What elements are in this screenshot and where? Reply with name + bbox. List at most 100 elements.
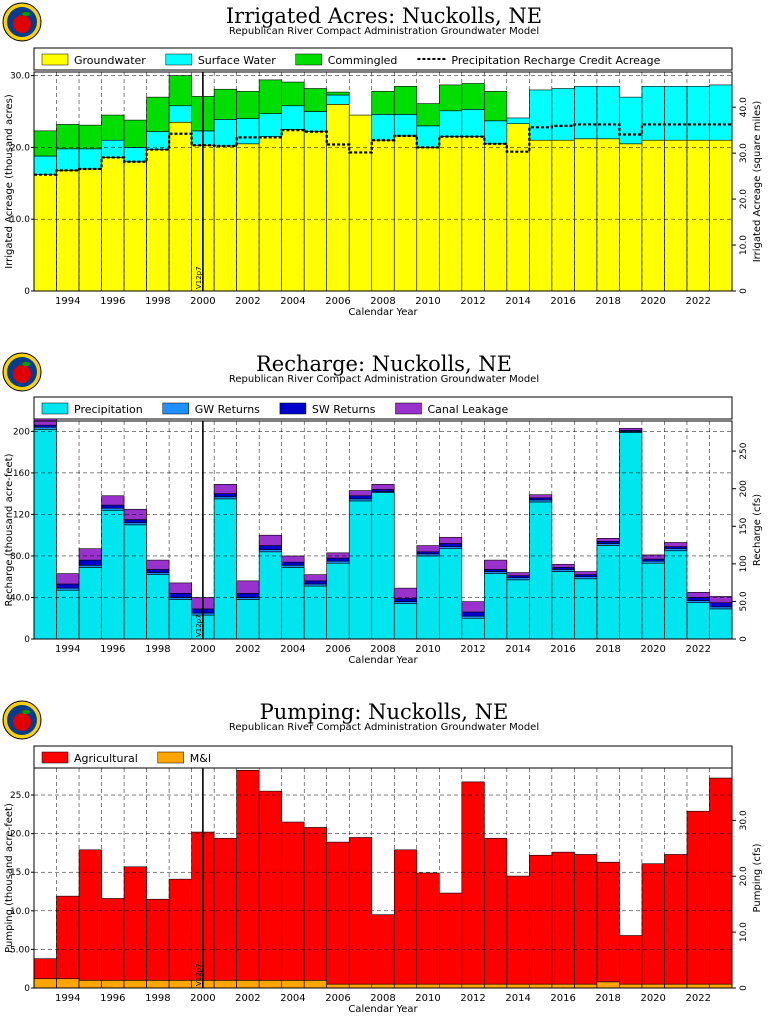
bar-segment	[56, 587, 80, 591]
bar-segment	[303, 574, 328, 582]
y-axis-label: Irrigated Acreage (thousand acres)	[4, 94, 15, 269]
model-version-label: V12p7	[195, 266, 203, 289]
bar-segment	[56, 148, 80, 171]
x-tick-label: 2006	[325, 644, 350, 655]
legend-label: Groundwater	[74, 54, 146, 67]
legend-label: Canal Leakage	[428, 403, 509, 416]
legend-swatch	[41, 751, 69, 764]
bar-segment	[371, 114, 395, 141]
bar-segment	[596, 86, 620, 140]
bar-segment	[461, 83, 485, 110]
legend-box	[33, 396, 733, 420]
bar-segment	[484, 569, 508, 572]
y2-tick-label: 30.0	[739, 810, 749, 830]
bar-segment	[326, 91, 350, 96]
legend-label: Surface Water	[198, 54, 276, 67]
bar-segment	[213, 119, 237, 147]
bar-segment	[619, 432, 643, 640]
x-tick-label: 2010	[415, 644, 440, 655]
bar-segment	[371, 91, 395, 115]
bar-segment	[686, 810, 710, 985]
bar-segment	[641, 983, 665, 989]
y2-tick-label: 0	[739, 636, 749, 642]
bar-segment	[326, 841, 350, 985]
bar-segment	[281, 555, 305, 563]
y-tick-label: 5.00	[10, 945, 30, 955]
bar-segment	[371, 139, 395, 292]
bar-segment	[101, 495, 125, 506]
y-tick-label: 10.0	[10, 907, 30, 917]
bar-segment	[78, 849, 102, 981]
bar-segment	[461, 983, 485, 989]
bar-segment	[551, 571, 575, 640]
bar-segment	[641, 560, 665, 564]
bar-segment	[484, 143, 508, 292]
bar-segment	[664, 983, 688, 989]
bar-segment	[438, 84, 463, 112]
y-tick-label: 10.0	[10, 215, 30, 225]
bar-segment	[506, 123, 530, 292]
legend-swatch	[295, 53, 322, 66]
bar-segment	[596, 538, 620, 542]
y2-tick-label: 250	[739, 442, 749, 459]
bar-segment	[686, 597, 710, 601]
bar-segment	[348, 983, 373, 989]
bar-segment	[461, 611, 485, 617]
bar-segment	[78, 567, 102, 640]
model-version-label: V12p7	[195, 614, 203, 637]
x-tick-label: 1996	[100, 644, 125, 655]
bar-segment	[574, 576, 598, 580]
legend-swatch	[279, 402, 307, 415]
bar-segment	[393, 601, 418, 605]
legend-box	[33, 47, 733, 71]
bar-segment	[664, 139, 688, 292]
bar-segment	[213, 88, 237, 120]
x-tick-label: 2002	[235, 296, 260, 307]
bar-segment	[168, 599, 192, 640]
bar-segment	[484, 120, 508, 145]
bar-segment	[56, 573, 80, 585]
y2-axis-label: Pumping (cfs)	[752, 843, 763, 912]
x-tick-label: 2008	[370, 296, 395, 307]
bar-segment	[551, 567, 575, 570]
y-tick-label: 80.0	[10, 552, 30, 562]
chart-title: Pumping: Nuckolls, NE	[259, 700, 509, 724]
bar-segment	[258, 979, 282, 989]
bar-segment	[213, 498, 237, 640]
bar-segment	[326, 104, 350, 292]
y-tick-label: 120	[13, 510, 30, 520]
y-tick-label: 30.0	[10, 72, 30, 82]
bar-segment	[393, 983, 418, 989]
bar-segment	[236, 580, 260, 594]
x-tick-label: 2018	[595, 993, 620, 1004]
bar-segment	[461, 615, 485, 619]
bar-segment	[484, 573, 508, 640]
bar-segment	[506, 875, 530, 985]
y2-tick-label: 10.0	[739, 235, 749, 255]
bar-segment	[281, 821, 305, 981]
bar-segment	[303, 827, 328, 981]
bar-segment	[78, 979, 102, 989]
bar-segment	[101, 507, 125, 511]
x-tick-label: 2000	[190, 644, 215, 655]
bar-segment	[506, 117, 530, 124]
bar-segment	[484, 983, 508, 989]
bar-segment	[33, 429, 57, 640]
pumping-chart: Agricultural M&I V12p7 0 5.00 10.0 15.0 20.0 25.…	[4, 745, 763, 1015]
y2-tick-label: 30.0	[739, 143, 749, 163]
bar-segment	[574, 86, 598, 140]
bar-segment	[506, 577, 530, 581]
bar-segment	[348, 500, 373, 640]
bar-segment	[123, 979, 147, 989]
y2-tick-label: 100	[739, 555, 749, 572]
y2-tick-label: 20.0	[739, 866, 749, 886]
x-tick-label: 1998	[145, 296, 170, 307]
bar-segment	[213, 496, 237, 500]
x-tick-label: 2022	[685, 644, 710, 655]
bar-segment	[686, 139, 710, 292]
y-tick-label: 200	[13, 427, 30, 437]
bar-segment	[416, 545, 440, 553]
bar-segment	[596, 545, 620, 640]
legend-label: SW Returns	[312, 403, 376, 416]
bar-segment	[664, 548, 688, 552]
